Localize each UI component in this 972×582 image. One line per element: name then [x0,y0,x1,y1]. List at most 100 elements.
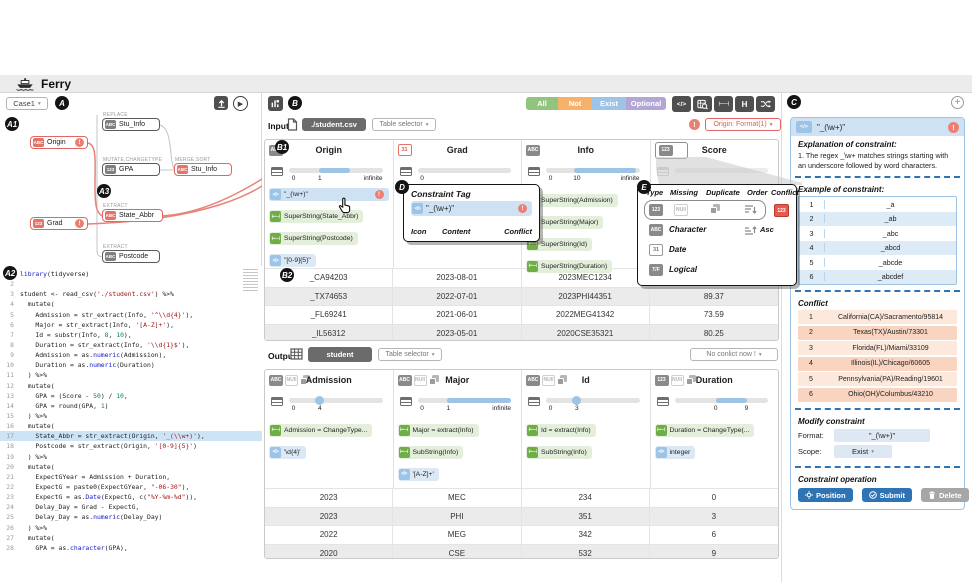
date-label[interactable]: Date [669,245,687,254]
constraint-tag[interactable]: </> '[A-Z]+' [397,467,439,481]
slider-track[interactable] [417,398,511,403]
code-line[interactable]: 25 Delay_Day = as.numeric(Delay_Day) [0,512,262,522]
filter-optional[interactable]: Optional [626,97,666,110]
slider-handle[interactable] [571,396,581,405]
table-cell[interactable]: 2022-07-01 [393,287,522,305]
logical-label[interactable]: Logical [669,265,698,274]
code-view-button[interactable]: </> [672,96,691,112]
slider-track[interactable] [546,396,640,405]
column-header[interactable]: ABC NUll Major [394,370,522,390]
constraint-tag[interactable]: ⊢⊣ SuperString(Id) [526,237,593,251]
table-cell[interactable]: CSE [393,544,522,558]
table-cell[interactable]: 342 [522,526,650,544]
input-file-chip[interactable]: ./student.csv [302,118,366,131]
slider-track[interactable] [546,168,640,173]
slider-track[interactable] [674,398,768,403]
slider-track[interactable] [417,168,511,173]
table-cell[interactable]: MEC [393,489,522,507]
scope-select[interactable]: Exist ▾ [834,445,892,459]
number-type-icon[interactable]: 123 [649,204,663,216]
duplicate-icon[interactable] [428,374,440,386]
table-cell[interactable]: 2020 [265,544,394,558]
graph-node-postcode[interactable]: ABC Postcode [102,250,160,263]
dashboard-icon-button[interactable] [268,96,283,111]
code-line[interactable]: 11 ) %>% [0,370,262,380]
table-cell[interactable]: 0 [711,493,717,503]
position-button[interactable]: Position [798,488,853,503]
constraint-header[interactable]: </> "_(\w+)" ! [791,118,964,136]
code-line[interactable]: 19 ) %>% [0,452,262,462]
constraint-tag[interactable]: ⊢⊣ SuperString(Duration) [526,259,613,273]
filter-not[interactable]: Not [558,97,592,110]
submit-button[interactable]: Submit [861,488,913,503]
add-constraint-button[interactable]: + [951,96,964,109]
code-line[interactable]: 2 [0,279,262,289]
code-minimap[interactable] [243,269,258,293]
code-line[interactable]: 5 Admission = str_extract(Info, '^\\d{4}… [0,310,262,320]
date-type-icon[interactable]: 31 [649,244,663,256]
run-button[interactable]: ▶ [233,96,248,111]
table-cell[interactable]: 2023-08-01 [393,269,522,287]
table-cell[interactable]: PHI [393,507,522,525]
duplicate-icon[interactable] [685,374,697,386]
constraint-tag[interactable]: ⊢⊣ Major = extract(Info) [397,423,479,437]
constraint-tag[interactable]: </> integer [654,445,696,459]
character-type-icon[interactable]: ABC [649,224,663,236]
null-icon[interactable]: NUll [285,374,298,386]
code-line[interactable]: 22 ExpectG = paste0(ExpectGYear, "-06-30… [0,482,262,492]
constraint-tag[interactable]: ⊢⊣ SuperString(Postcode) [269,232,358,245]
sort-asc-icon[interactable] [744,224,757,236]
table-cell[interactable]: MEG [393,526,522,544]
code-line[interactable]: 28 GPA = as.character(GPA), [0,543,262,553]
table-cell[interactable]: 2023PHI44351 [522,287,650,305]
table-cell[interactable]: 9 [711,548,717,558]
shuffle-tool-button[interactable] [756,96,775,112]
merge-tool-button[interactable]: H [735,96,754,112]
code-line[interactable]: 7 Id = substr(Info, 8, 10), [0,330,262,340]
graph-node-gpa[interactable]: 123 GPA [102,163,160,176]
graph-node-stu_info[interactable]: ABC Stu_Info [102,118,160,131]
code-line[interactable]: 9 Admission = as.numeric(Admission), [0,350,262,360]
table-cell[interactable]: 2023 [265,507,394,525]
constraint-tag[interactable]: ⊢⊣ Id = extract(Info) [526,423,596,437]
logical-type-icon[interactable]: T/F [649,264,663,276]
code-line[interactable]: 6 Major = str_extract(Info, '[A-Z]+'), [0,320,262,330]
code-line[interactable]: 21 ExpectGYear = Admission + Duration, [0,472,262,482]
case-selector[interactable]: Case1 ▾ [6,97,48,110]
table-cell[interactable]: 2021-06-01 [393,306,522,324]
column-header[interactable]: 31 Grad [394,140,522,160]
code-line[interactable]: 17 State_Abbr = str_extract(Origin, '_(\… [0,431,262,442]
null-icon[interactable]: NUll [674,204,688,216]
column-slider[interactable]: 0 1 infinite [265,160,393,186]
code-line[interactable]: 18 Postcode = str_extract(Origin, '[0-9]… [0,441,262,451]
constraint-tag[interactable]: ⊢⊣ SubString(Info) [526,445,592,459]
slider-handle[interactable] [314,396,324,405]
null-icon[interactable]: NUll [542,374,555,386]
character-label[interactable]: Character [669,225,707,234]
column-header[interactable]: ABC NUll Admission [265,370,393,390]
table-cell[interactable]: 6 [711,530,717,540]
selected-type-box[interactable]: 123 [654,141,688,159]
code-line[interactable]: 12 mutate( [0,381,262,391]
table-cell[interactable]: 3 [711,511,717,521]
superstring-tool-button[interactable]: ⊢⊣ [714,96,733,112]
duplicate-icon[interactable] [557,374,568,386]
slider-track[interactable] [289,396,383,405]
code-line[interactable]: 4 mutate( [0,299,262,309]
conflict-type-icon[interactable]: 123 [774,204,789,217]
duplicate-icon[interactable] [710,204,721,215]
input-table-selector[interactable]: Table selector ▾ [372,118,436,131]
table-cell[interactable]: 532 [522,544,650,558]
null-icon[interactable]: NUll [670,374,684,386]
constraint-tag[interactable]: </> "_(\w+)"! [269,188,389,201]
code-line[interactable]: 23 ExpectG = as.Date(ExpectG, c("%Y-%m-%… [0,492,262,502]
code-line[interactable]: 15 ) %>% [0,411,262,421]
code-line[interactable]: 16 mutate( [0,421,262,431]
duplicate-icon[interactable] [300,374,311,386]
table-cell[interactable]: 2020CSE35321 [522,324,650,340]
null-icon[interactable]: NUll [413,374,427,386]
table-cell[interactable]: 351 [522,507,650,525]
code-line[interactable]: 27 mutate( [0,533,262,543]
output-status-chip[interactable]: No conlict now ! ▾ [690,348,778,361]
